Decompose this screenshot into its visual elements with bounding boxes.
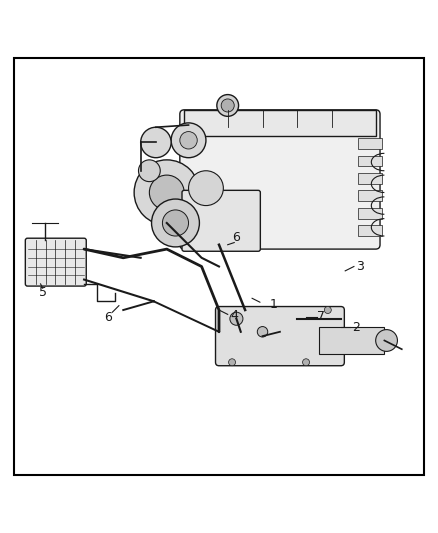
Text: 6: 6 <box>233 231 240 244</box>
Circle shape <box>171 123 206 158</box>
Circle shape <box>141 127 171 158</box>
Circle shape <box>221 99 234 112</box>
Text: 4: 4 <box>230 309 238 322</box>
Text: 7: 7 <box>317 310 325 323</box>
Circle shape <box>230 312 243 325</box>
Text: 2: 2 <box>352 321 360 334</box>
Text: 3: 3 <box>357 260 364 273</box>
Circle shape <box>134 160 199 225</box>
Circle shape <box>376 329 397 351</box>
Bar <box>358 225 382 236</box>
Bar <box>184 110 376 136</box>
FancyBboxPatch shape <box>215 306 344 366</box>
Bar <box>358 138 382 149</box>
Circle shape <box>257 327 268 337</box>
Text: 5: 5 <box>39 286 47 299</box>
Circle shape <box>303 359 310 366</box>
Circle shape <box>229 359 236 366</box>
FancyBboxPatch shape <box>25 238 86 286</box>
FancyBboxPatch shape <box>180 110 380 249</box>
Circle shape <box>180 132 197 149</box>
Bar <box>358 190 382 201</box>
Bar <box>358 208 382 219</box>
Bar <box>358 173 382 184</box>
Bar <box>358 156 382 166</box>
Text: 1: 1 <box>269 298 277 311</box>
Circle shape <box>188 171 223 206</box>
Circle shape <box>149 175 184 210</box>
Text: 6: 6 <box>104 311 112 324</box>
FancyBboxPatch shape <box>182 190 260 251</box>
Circle shape <box>138 160 160 182</box>
Circle shape <box>324 306 331 313</box>
Circle shape <box>217 94 239 116</box>
Bar <box>319 327 385 353</box>
Circle shape <box>162 210 188 236</box>
Circle shape <box>152 199 199 247</box>
